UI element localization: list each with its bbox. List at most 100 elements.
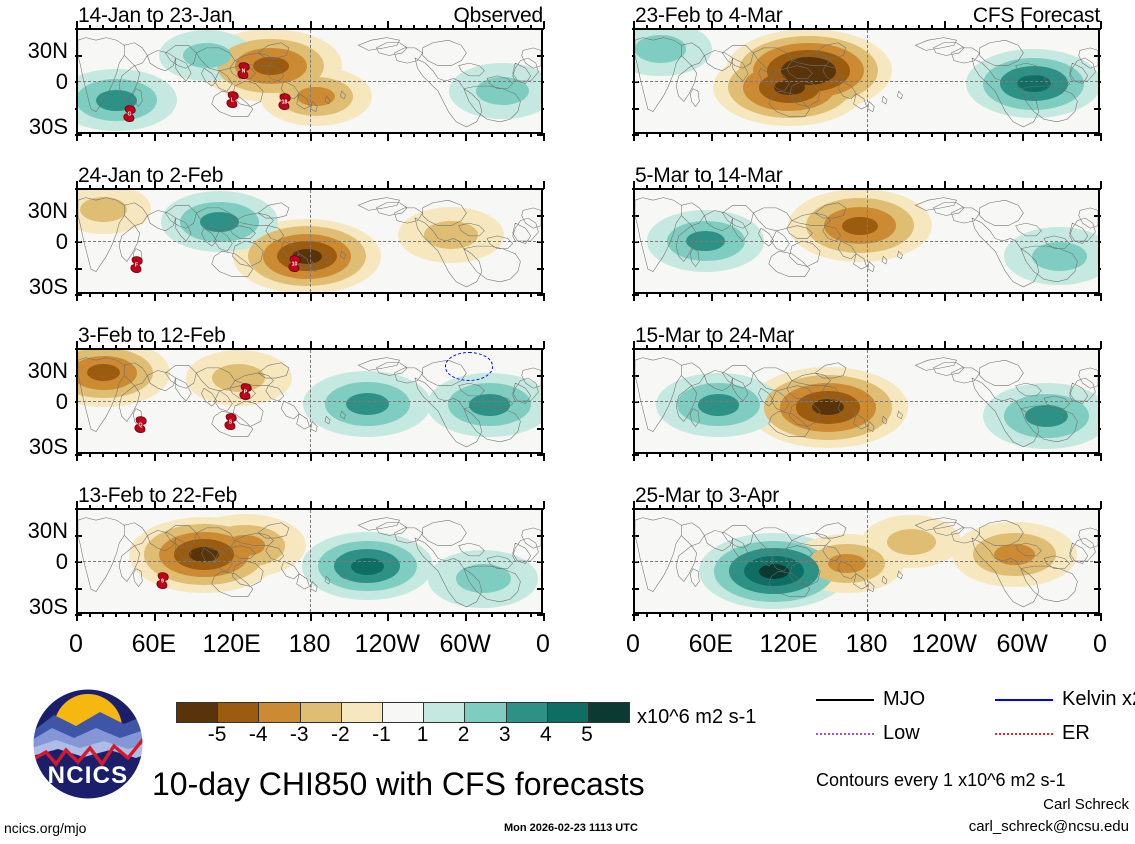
svg-text:S: S — [229, 420, 233, 426]
tc-marker: 9 — [156, 572, 169, 590]
colorbar — [176, 702, 630, 723]
map-plot-area[interactable]: F 10 — [76, 188, 543, 294]
contour-fill — [1025, 405, 1068, 428]
colorbar-segment — [506, 703, 548, 722]
dateline-180 — [309, 190, 311, 292]
legend-item-low: Low — [816, 722, 920, 745]
y-axis-label: 30S — [28, 594, 68, 619]
colorbar-segment — [382, 703, 425, 722]
colorbar-tick-label: -2 — [331, 723, 350, 746]
contour-fill — [182, 42, 231, 69]
colorbar-tick-label: 5 — [581, 723, 593, 746]
contour-interval-note: Contours every 1 x10^6 m2 s-1 — [816, 770, 1066, 790]
y-axis-label: 30N — [27, 38, 68, 63]
contour-fill — [80, 196, 128, 222]
panel-title: 23-Feb to 4-Mar — [635, 4, 783, 27]
map-plot-area[interactable] — [633, 508, 1100, 614]
legend-label: Low — [883, 722, 920, 744]
contour-fill — [189, 547, 219, 563]
y-axis-label: 0 — [55, 229, 68, 254]
contour-fill — [794, 63, 823, 78]
y-axis-label: 30S — [28, 114, 68, 139]
tc-marker: 18 — [278, 93, 291, 111]
colorbar-segment — [465, 703, 507, 722]
svg-text:Q: Q — [138, 422, 142, 428]
contour-layer — [78, 350, 541, 452]
panel-title: 5-Mar to 14-Mar — [635, 164, 783, 187]
colorbar-unit-label: x10^6 m2 s-1 — [637, 706, 757, 728]
line-icon — [816, 732, 874, 735]
x-axis-tick-label: 180 — [845, 630, 888, 658]
contour-fill — [842, 216, 879, 235]
main-title: 10-day CHI850 with CFS forecasts — [152, 766, 645, 802]
colorbar-tick-label: -1 — [372, 723, 391, 746]
legend-item-er: ER — [995, 722, 1090, 745]
generation-timestamp: Mon 2026-02-23 1113 UTC — [504, 822, 638, 834]
line-icon — [995, 698, 1053, 701]
panel-title: 14-Jan to 23-Jan — [78, 4, 233, 27]
colorbar-tick-label: -4 — [248, 723, 268, 746]
line-icon — [995, 732, 1053, 735]
legend-label: ER — [1062, 722, 1090, 744]
contour-fill — [886, 528, 937, 556]
map-plot-area[interactable] — [633, 28, 1100, 134]
y-axis-label: 0 — [55, 549, 68, 574]
map-plot-area[interactable]: 9 — [76, 508, 543, 614]
map-plot-area[interactable] — [633, 348, 1100, 454]
x-axis-labels: 0 60E 120E 180 120W 60W 0 — [626, 630, 1107, 658]
colorbar-tick-label: -5 — [207, 723, 227, 746]
svg-text:10: 10 — [292, 261, 298, 267]
x-axis-labels: 0 60E 120E 180 120W 60W 0 — [69, 630, 550, 658]
colorbar-tick-label: 1 — [416, 723, 429, 746]
tc-marker: L — [226, 91, 239, 108]
map-plot-area[interactable]: N L 18 G — [76, 28, 543, 134]
y-axis-label: 30S — [28, 434, 68, 459]
colorbar-segment — [300, 703, 342, 722]
forecast-header: CFS Forecast — [972, 4, 1100, 27]
x-axis-tick-label: 60W — [439, 630, 491, 658]
y-axis-label: 30N — [27, 518, 68, 543]
panel-title: 3-Feb to 12-Feb — [78, 324, 226, 347]
panel-title: 13-Feb to 22-Feb — [78, 484, 238, 507]
svg-text:F: F — [135, 262, 138, 268]
contour-fill — [758, 563, 789, 579]
line-icon — [816, 698, 874, 701]
author-name: Carl Schreck — [1043, 796, 1129, 813]
map-plot-area[interactable] — [633, 188, 1100, 294]
contour-layer — [78, 190, 541, 292]
colorbar-segment — [218, 703, 260, 722]
y-axis-label: 0 — [55, 389, 68, 414]
wave-contour — [444, 352, 493, 381]
legend-label: Kelvin x2 — [1062, 688, 1135, 710]
dateline-180 — [309, 350, 311, 452]
dateline-180 — [866, 190, 868, 292]
colorbar-segment — [259, 703, 301, 722]
tc-marker: N — [237, 61, 250, 79]
observed-header: Observed — [453, 4, 544, 27]
contour-fill — [993, 543, 1036, 566]
panel-title: 25-Mar to 3-Apr — [635, 484, 780, 507]
legend-item-kelvin-x2: Kelvin x2 — [995, 688, 1135, 711]
colorbar-segment — [177, 703, 219, 722]
contour-fill — [697, 394, 740, 416]
x-axis-tick-label: 0 — [536, 630, 550, 658]
svg-text:G: G — [128, 111, 132, 117]
y-axis-label: 30S — [28, 274, 68, 299]
colorbar-tick-label: 4 — [539, 723, 552, 746]
svg-text:18: 18 — [281, 100, 287, 106]
colorbar-segment — [424, 703, 466, 722]
colorbar-tick-label: -3 — [289, 723, 309, 746]
svg-text:N: N — [241, 68, 245, 74]
colorbar-segment — [588, 703, 630, 722]
tc-marker: G — [123, 105, 137, 122]
x-axis-tick-label: 60E — [131, 630, 177, 658]
legend-label: MJO — [883, 688, 926, 710]
site-url[interactable]: ncics.org/mjo — [4, 820, 87, 836]
x-axis-tick-label: 120W — [354, 630, 420, 658]
contour-fill — [1031, 241, 1087, 271]
map-plot-area[interactable]: P Q S — [76, 348, 543, 454]
contour-fill — [346, 392, 389, 415]
author-email: carl_schreck@ncsu.edu — [968, 818, 1129, 835]
tc-marker: 10 — [288, 254, 301, 272]
x-axis-tick-label: 120W — [911, 630, 977, 658]
